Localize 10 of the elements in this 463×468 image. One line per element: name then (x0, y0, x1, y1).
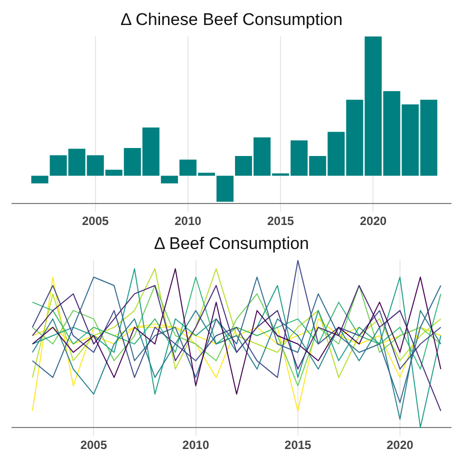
x-tick-label: 2015 (267, 214, 294, 228)
x-tick-label: 2005 (82, 214, 110, 228)
x-tick-label: 2010 (182, 438, 210, 452)
x-tick-label: 2015 (284, 438, 312, 452)
x-tick-label: 2020 (386, 438, 414, 452)
x-tick-label: 2005 (80, 438, 108, 452)
chart-title: Δ Beef Consumption (154, 234, 310, 253)
x-tick-label: 2010 (174, 214, 202, 228)
chart-title: Δ Chinese Beef Consumption (120, 10, 343, 29)
x-tick-label: 2020 (360, 214, 387, 228)
